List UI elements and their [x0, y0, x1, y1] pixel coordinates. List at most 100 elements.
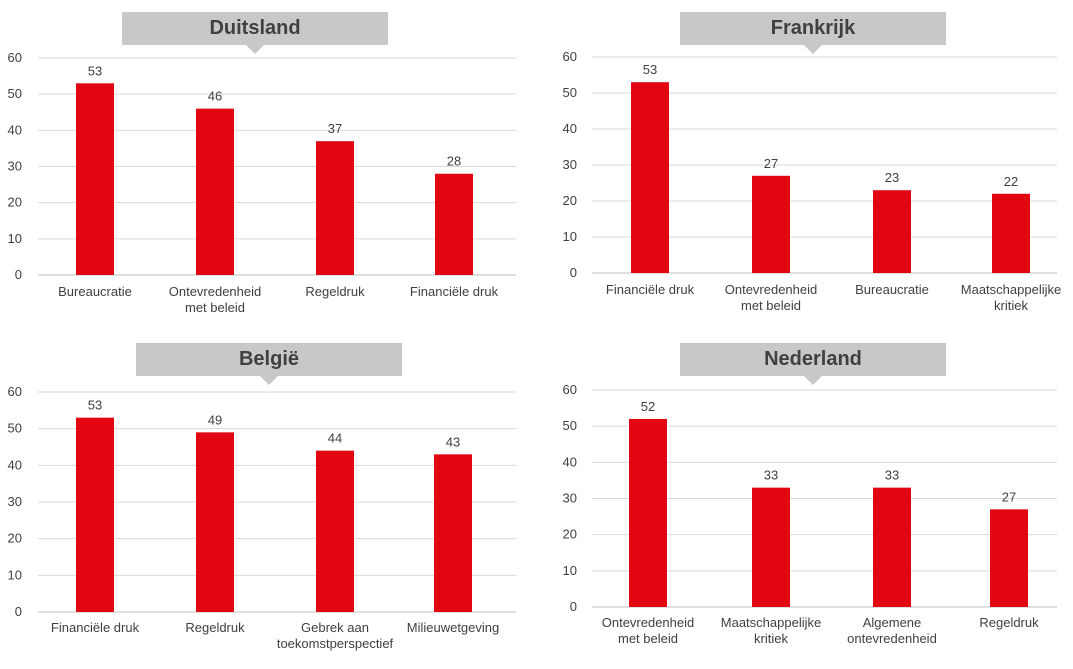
bar: [434, 454, 472, 612]
x-tick-label-line: Regeldruk: [979, 615, 1039, 630]
chart-title: Nederland: [680, 343, 946, 385]
bar: [629, 418, 667, 607]
x-tick-label: Financiële druk: [51, 620, 140, 635]
data-label: 23: [885, 170, 899, 185]
data-label: 44: [328, 431, 342, 446]
bar: [316, 450, 354, 612]
x-tick-label-line: met beleid: [618, 631, 678, 646]
chart-panel-duitsland: Duitsland 0 10 20 30 40 50 60 53 Bureaucratie 46 O…: [0, 0, 536, 334]
y-tick-label: 40: [8, 457, 22, 472]
bar: [196, 432, 234, 612]
y-tick-label: 30: [563, 157, 577, 172]
x-tick-label: Ontevredenheid met beleid: [169, 284, 262, 315]
y-tick-label: 40: [8, 122, 22, 137]
x-tick-label-line: Maatschappelijke: [721, 615, 821, 630]
data-label: 53: [88, 398, 102, 413]
chart-panel-frankrijk: Frankrijk 0 10 20 30 40 50 60 53 Financiële druk…: [537, 0, 1073, 334]
x-tick-label: Regeldruk: [305, 284, 365, 299]
y-tick-label: 50: [8, 86, 22, 101]
bar: [992, 193, 1030, 273]
bar: [873, 487, 911, 607]
bar: [873, 190, 911, 273]
y-tick-label: 0: [15, 604, 22, 619]
data-label: 53: [643, 62, 657, 77]
y-tick-label: 60: [563, 49, 577, 64]
x-tick-label: Gebrek aan toekomstperspectief: [277, 620, 394, 651]
bar: [752, 487, 790, 607]
data-label: 33: [885, 468, 899, 483]
x-tick-label: Maatschappelijke kritiek: [721, 615, 821, 646]
bar: [316, 141, 354, 275]
x-tick-label-line: kritiek: [754, 631, 788, 646]
x-tick-label: Bureaucratie: [58, 284, 132, 299]
data-label: 53: [88, 63, 102, 78]
x-tick-label-line: Gebrek aan: [301, 620, 369, 635]
y-tick-label: 0: [15, 267, 22, 282]
y-tick-label: 10: [563, 563, 577, 578]
x-tick-label-line: Maatschappelijke: [961, 282, 1061, 297]
data-label: 52: [641, 399, 655, 414]
x-tick-label-line: kritiek: [994, 298, 1028, 313]
data-label: 33: [764, 468, 778, 483]
y-tick-label: 60: [563, 382, 577, 397]
bar: [752, 175, 790, 273]
y-tick-label: 50: [563, 418, 577, 433]
chart-title: Frankrijk: [680, 12, 946, 54]
y-tick-label: 20: [8, 195, 22, 210]
chart-plot: 0 10 20 30 40 50 60 53 Financiële druk 49 Regeldru…: [8, 384, 516, 651]
x-tick-label: Algemene ontevredenheid: [847, 615, 937, 646]
x-tick-label-line: ontevredenheid: [847, 631, 937, 646]
chart-panel-nederland: Nederland 0 10 20 30 40 50 60 52 Ontevredenheid m…: [537, 335, 1073, 669]
y-tick-label: 0: [570, 265, 577, 280]
chart-panel-belgie: België 0 10 20 30 40 50 60 53 Financiële druk 49 R…: [0, 335, 536, 669]
x-tick-label-line: Financiële druk: [606, 282, 695, 297]
x-tick-label: Maatschappelijke kritiek: [961, 282, 1061, 313]
data-label: 22: [1004, 174, 1018, 189]
x-tick-label-line: Bureaucratie: [855, 282, 929, 297]
chart-title: Duitsland: [122, 12, 388, 54]
chart-title: België: [136, 343, 402, 385]
data-label: 27: [1002, 489, 1016, 504]
x-tick-label: Bureaucratie: [855, 282, 929, 297]
y-tick-label: 40: [563, 454, 577, 469]
y-tick-label: 20: [8, 531, 22, 546]
bar: [631, 82, 669, 273]
data-label: 28: [447, 154, 461, 169]
bar: [76, 417, 114, 612]
bar: [435, 173, 473, 275]
data-label: 37: [328, 121, 342, 136]
data-label: 46: [208, 89, 222, 104]
x-tick-label: Financiële druk: [410, 284, 499, 299]
y-tick-label: 60: [8, 384, 22, 399]
x-tick-label-line: met beleid: [185, 300, 245, 315]
x-tick-label: Financiële druk: [606, 282, 695, 297]
x-tick-label-line: met beleid: [741, 298, 801, 313]
y-tick-label: 10: [8, 567, 22, 582]
data-label: 27: [764, 156, 778, 171]
y-tick-label: 40: [563, 121, 577, 136]
x-tick-label: Ontevredenheid met beleid: [602, 615, 695, 646]
x-tick-label-line: Ontevredenheid: [725, 282, 818, 297]
data-label: 49: [208, 412, 222, 427]
x-tick-label-line: Algemene: [863, 615, 922, 630]
x-tick-label-line: Regeldruk: [305, 284, 365, 299]
data-label: 43: [446, 434, 460, 449]
x-tick-label: Regeldruk: [979, 615, 1039, 630]
y-tick-label: 0: [570, 599, 577, 614]
y-tick-label: 10: [563, 229, 577, 244]
y-tick-label: 50: [8, 421, 22, 436]
y-tick-label: 30: [8, 494, 22, 509]
y-tick-label: 30: [563, 491, 577, 506]
x-tick-label-line: Ontevredenheid: [169, 284, 262, 299]
x-tick-label: Milieuwetgeving: [407, 620, 500, 635]
y-tick-label: 30: [8, 159, 22, 174]
x-tick-label-line: Bureaucratie: [58, 284, 132, 299]
y-tick-label: 20: [563, 193, 577, 208]
bar: [76, 83, 114, 275]
y-tick-label: 10: [8, 231, 22, 246]
x-tick-label-line: Financiële druk: [51, 620, 140, 635]
x-tick-label-line: toekomstperspectief: [277, 636, 394, 651]
x-tick-label-line: Financiële druk: [410, 284, 499, 299]
bar: [990, 509, 1028, 607]
y-tick-label: 50: [563, 85, 577, 100]
